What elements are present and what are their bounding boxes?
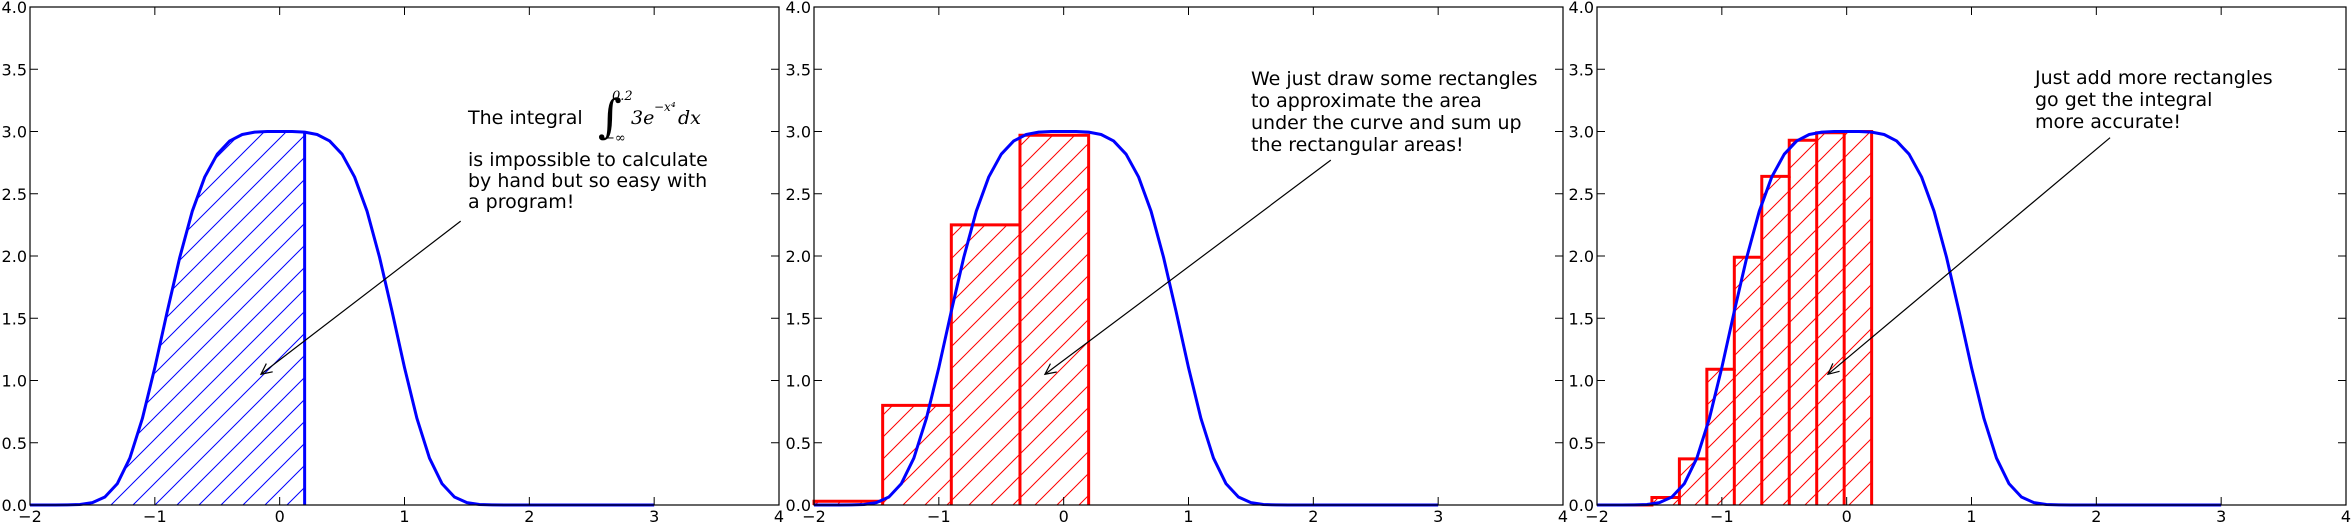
y-tick-label: 3.0 [2,123,27,142]
shaded-area-hatch [30,131,305,505]
x-tick-label: 1 [1966,507,1976,524]
x-tick-label: 4 [774,507,784,524]
x-tick-label: −2 [1585,507,1609,524]
annotation-line: Just add more rectangles [2034,67,2273,89]
rectangle-hatch [1761,176,1790,505]
x-tick-label: −2 [802,507,826,524]
annotation-integral: The integral ∫ 0.2 −∞ 3e −x⁴ dx is impos… [467,89,708,213]
y-tick-label: 2.5 [1569,185,1594,204]
y-tick-label: 1.0 [786,372,811,391]
rectangle-hatch [951,224,1020,505]
annotation-line: the rectangular areas! [1251,134,1464,156]
rectangle-hatch [1844,131,1872,505]
annotation-rectangles: We just draw some rectangles to approxim… [1251,68,1538,156]
x-tick-label: 3 [2216,507,2226,524]
rectangle-hatch [1734,257,1762,505]
x-tick-label: −1 [927,507,951,524]
rectangle-hatch [1816,132,1845,505]
y-tick-label: 2.0 [786,247,811,266]
y-tick-label: 4.0 [1569,0,1594,17]
y-tick-label: 0.5 [2,434,27,453]
y-tick-label: 3.5 [786,60,811,79]
annotation-line: under the curve and sum up [1251,112,1522,134]
x-tick-label: 0 [1059,507,1069,524]
y-tick-label: 1.0 [1569,372,1594,391]
y-tick-label: 0.5 [1569,434,1594,453]
integral-upper-limit: 0.2 [612,89,633,104]
rectangle-hatch [1019,135,1089,506]
differential: dx [678,107,701,129]
annotation-line: a program! [468,191,574,213]
y-tick-label: 1.0 [2,372,27,391]
x-tick-label: 2 [1308,507,1318,524]
y-tick-label: 2.0 [2,247,27,266]
y-tick-label: 2.5 [2,185,27,204]
annotation-arrow-head [259,363,273,376]
subplot-four-rectangles: −2 −1 0 1 2 3 4 0.0 0.5 1.0 1.5 2.0 2.5 3.0 3.5 4.0 [786,0,1569,524]
y-tick-label: 1.5 [2,309,27,328]
annotation-more-rectangles: Just add more rectangles go get the inte… [2034,67,2273,133]
x-tick-label: 2 [524,507,534,524]
y-tick-label: 2.0 [1569,247,1594,266]
x-tick-label: 1 [399,507,409,524]
y-tick-label: 4.0 [786,0,811,17]
x-tick-label: 4 [1558,507,1568,524]
x-tick-label: 3 [1433,507,1443,524]
integral-sign: ∫ [598,89,622,143]
annotation-arrow-head [1826,363,1840,376]
x-tick-label: −2 [18,507,42,524]
rectangle-hatch [1706,369,1735,505]
y-tick-label: 1.5 [1569,309,1594,328]
x-tick-label: −1 [1710,507,1734,524]
y-tick-label: 3.5 [1569,60,1594,79]
annotation-line: by hand but so easy with [468,170,707,192]
y-tick-label: 0.0 [1569,496,1594,515]
y-tick-label: 1.5 [786,309,811,328]
subplot-ten-rectangles: −2 −1 0 1 2 3 4 0.0 0.5 1.0 1.5 2.0 2.5 3.0 3.5 4.0 [1569,0,2352,524]
annotation-line: We just draw some rectangles [1251,68,1538,90]
x-tick-label: 1 [1183,507,1193,524]
integrand: 3e [631,107,654,129]
x-tick-label: 4 [2341,507,2351,524]
x-tick-label: 0 [1842,507,1852,524]
y-tick-label: 3.0 [1569,123,1594,142]
integrand-exponent: −x⁴ [654,100,676,114]
annotation-arrow-line [260,220,462,375]
annotation-line: to approximate the area [1251,90,1482,112]
rectangle-hatch [1789,140,1817,505]
subplot-integral-area: −2 −1 0 1 2 3 4 0.0 0.5 1.0 1.5 2.0 2.5 3.0 3.5 4.0 [2,0,785,524]
x-tick-label: 2 [2091,507,2101,524]
integral-lower-limit: −∞ [604,131,626,146]
y-tick-label: 2.5 [786,185,811,204]
rectangle-hatch [882,405,952,505]
y-tick-label: 3.5 [2,60,27,79]
y-tick-label: 4.0 [2,0,27,17]
y-tick-label: 3.0 [786,123,811,142]
annotation-line: more accurate! [2035,111,2181,133]
annotation-arrow-line [1044,159,1332,375]
annotation-text: The integral [467,107,583,129]
annotation-line: is impossible to calculate [468,149,708,171]
annotation-arrow-head [1043,363,1057,376]
x-tick-label: 3 [649,507,659,524]
x-tick-label: 0 [275,507,285,524]
x-tick-label: −1 [143,507,167,524]
rectangle-hatch [814,501,883,505]
annotation-arrow-line [1827,137,2111,375]
y-tick-label: 0.5 [786,434,811,453]
function-curve [1597,130,2222,507]
y-tick-label: 0.0 [786,496,811,515]
annotation-line: go get the integral [2035,89,2212,111]
y-tick-label: 0.0 [2,496,27,515]
